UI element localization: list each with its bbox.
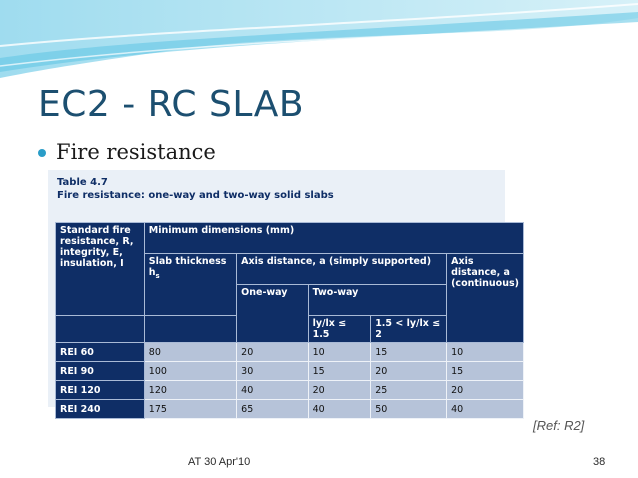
header-wave-decoration (0, 0, 638, 78)
fire-resistance-table: Standard fire resistance, R, integrity, … (55, 222, 525, 419)
header-one-way: One-way (236, 284, 309, 343)
bullet-text: Fire resistance (56, 140, 216, 164)
slide-number: 38 (593, 456, 606, 468)
table-cell: 30 (236, 361, 309, 381)
table-cell: 20 (370, 361, 448, 381)
table-cell: 15 (307, 361, 372, 381)
table-cell: 25 (370, 380, 448, 400)
row-label: REI 240 (55, 399, 145, 419)
header-axis-distance-simply: Axis distance, a (simply supported) (236, 253, 448, 285)
table-cell: 50 (370, 399, 448, 419)
bullet-item: Fire resistance (38, 140, 216, 164)
fire-resistance-table-image: Table 4.7 Fire resistance: one-way and t… (48, 170, 525, 419)
table-cell: 175 (143, 399, 238, 419)
table-cell: 40 (307, 399, 372, 419)
table-cell: 20 (307, 380, 372, 400)
header-axis-distance-continuous: Axis distance, a (continuous) (446, 253, 524, 343)
header-minimum-dimensions: Minimum dimensions (mm) (143, 222, 525, 254)
header-ratio-1: ly/lx ≤ 1.5 (307, 315, 372, 343)
table-cell: 100 (143, 361, 238, 381)
header-slab-thickness: Slab thickness hs (143, 253, 238, 316)
footer-date: AT 30 Apr'10 (188, 456, 251, 468)
table-cell: 10 (307, 342, 372, 362)
slide-title: EC2 - RC SLAB (38, 84, 305, 125)
table-caption: Table 4.7 Fire resistance: one-way and t… (57, 176, 334, 202)
table-cell: 10 (446, 342, 524, 362)
header-standard-fire-resistance: Standard fire resistance, R, integrity, … (55, 222, 145, 316)
header-slab-thickness-text: Slab thickness h (148, 256, 227, 278)
table-title: Fire resistance: one-way and two-way sol… (57, 190, 334, 201)
table-cell: 15 (446, 361, 524, 381)
header-two-way: Two-way (307, 284, 448, 316)
header-blank (55, 315, 145, 343)
table-wrapper: Standard fire resistance, R, integrity, … (55, 222, 525, 419)
table-number: Table 4.7 (57, 177, 108, 188)
table-cell: 120 (143, 380, 238, 400)
header-slab-thickness-subscript: s (155, 271, 160, 280)
row-label: REI 120 (55, 380, 145, 400)
table-row: REI 240 175 65 40 50 40 (55, 399, 524, 419)
table-cell: 80 (143, 342, 238, 362)
table-cell: 20 (236, 342, 309, 362)
table-cell: 40 (236, 380, 309, 400)
header-ratio-2: 1.5 < ly/lx ≤ 2 (370, 315, 448, 343)
row-label: REI 90 (55, 361, 145, 381)
table-cell: 40 (446, 399, 524, 419)
header-blank-2 (143, 315, 238, 343)
row-label: REI 60 (55, 342, 145, 362)
table-row: REI 60 80 20 10 15 10 (55, 342, 524, 362)
table-cell: 20 (446, 380, 524, 400)
table-row: REI 120 120 40 20 25 20 (55, 380, 524, 400)
reference-note: [Ref: R2] (533, 418, 585, 433)
bullet-icon (38, 149, 46, 157)
table-cell: 15 (370, 342, 448, 362)
table-cell: 65 (236, 399, 309, 419)
table-row: REI 90 100 30 15 20 15 (55, 361, 524, 381)
